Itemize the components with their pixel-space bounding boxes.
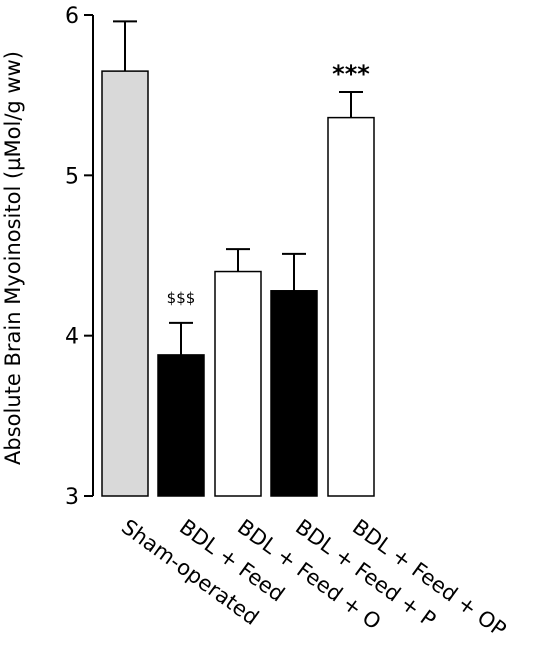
annotations: $$$ *** [167, 60, 371, 307]
bar [101, 70, 149, 497]
y-tick-label: 5 [65, 164, 79, 189]
significance-annotation: $$$ [167, 289, 196, 307]
y-tick-label: 4 [65, 325, 79, 350]
bar [157, 354, 205, 497]
bar [270, 290, 318, 497]
y-axis-label: Absolute Brain Myoinositol (µMol/g ww) [1, 51, 25, 465]
y-tick-label: 6 [65, 4, 79, 29]
bars [101, 20, 375, 497]
y-axis: 3 4 5 6 [65, 4, 94, 510]
bar [214, 270, 262, 497]
bar [327, 116, 375, 497]
significance-annotation: *** [332, 60, 370, 88]
y-tick-label: 3 [65, 485, 79, 510]
